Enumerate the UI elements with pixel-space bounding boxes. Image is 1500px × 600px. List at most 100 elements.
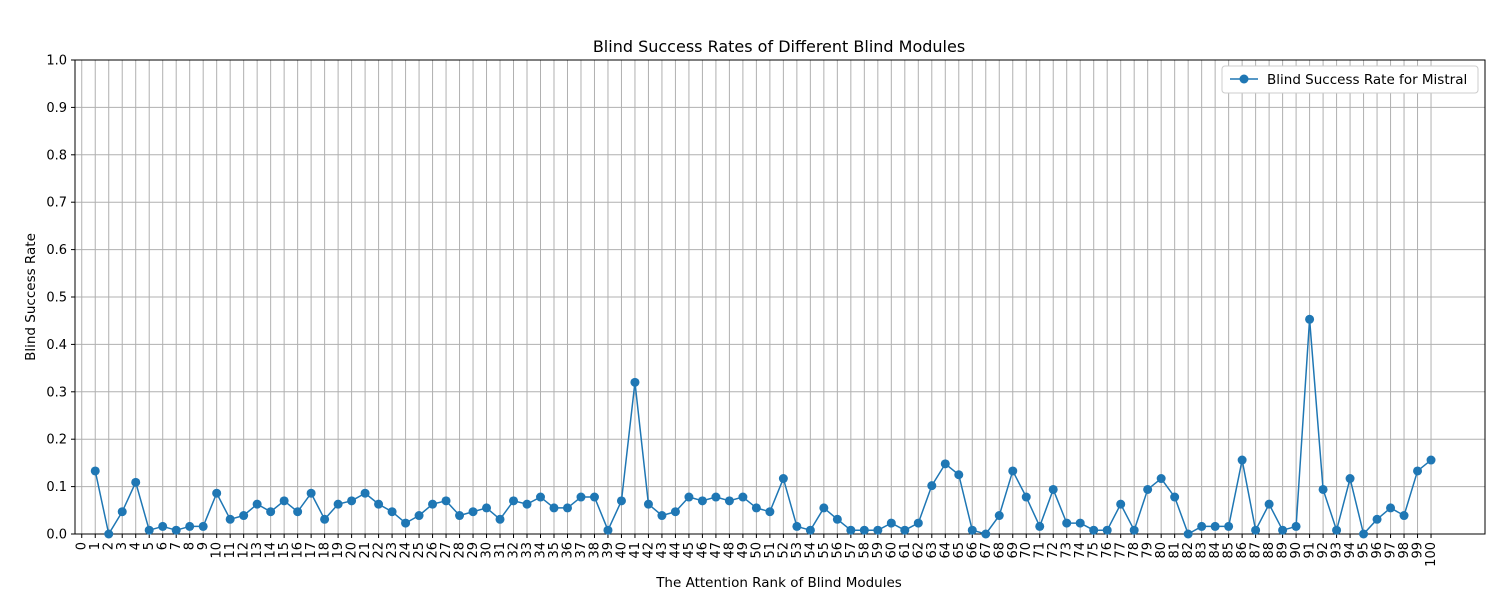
- data-point: [1021, 492, 1031, 502]
- x-tick-label: 36: [560, 542, 575, 559]
- y-tick-label: 0.2: [46, 433, 67, 448]
- x-tick-label: 59: [871, 542, 886, 559]
- x-tick-label: 43: [655, 542, 670, 559]
- x-tick-label: 18: [318, 542, 333, 559]
- data-point: [1048, 484, 1058, 494]
- x-tick-label: 30: [480, 542, 495, 559]
- y-tick-label: 0.1: [46, 480, 67, 495]
- data-point: [684, 492, 694, 502]
- data-point: [212, 488, 222, 498]
- x-tick-label: 84: [1208, 542, 1223, 559]
- data-point: [1386, 503, 1396, 513]
- x-tick-label: 17: [304, 542, 319, 559]
- x-tick-label: 4: [129, 542, 144, 550]
- x-tick-label: 22: [372, 542, 387, 559]
- data-point: [1170, 492, 1180, 502]
- x-tick-label: 66: [965, 542, 980, 559]
- x-tick-label: 20: [345, 542, 360, 559]
- x-tick-label: 72: [1046, 542, 1061, 559]
- x-tick-label: 47: [709, 542, 724, 559]
- y-tick-label: 0.8: [46, 148, 67, 163]
- x-tick-label: 51: [763, 542, 778, 559]
- x-tick-label: 11: [223, 542, 238, 559]
- x-tick-label: 96: [1370, 542, 1385, 559]
- x-tick-label: 12: [237, 542, 252, 559]
- data-point: [616, 496, 626, 506]
- data-point: [198, 521, 208, 531]
- data-point: [387, 507, 397, 517]
- data-point: [711, 492, 721, 502]
- data-point: [1372, 514, 1382, 524]
- x-tick-label: 39: [601, 542, 616, 559]
- x-tick-label: 76: [1100, 542, 1115, 559]
- data-point: [846, 525, 856, 535]
- y-tick-label: 0.7: [46, 196, 67, 211]
- x-tick-label: 48: [722, 542, 737, 559]
- data-point: [562, 503, 572, 513]
- x-tick-label: 37: [574, 542, 589, 559]
- data-point: [293, 507, 303, 517]
- data-point: [913, 518, 923, 528]
- data-point: [576, 492, 586, 502]
- data-point: [994, 511, 1004, 521]
- x-tick-label: 52: [776, 542, 791, 559]
- x-tick-label: 91: [1303, 542, 1318, 559]
- y-tick-label: 0.5: [46, 291, 67, 306]
- x-tick-label: 32: [507, 542, 522, 559]
- x-tick-label: 45: [682, 542, 697, 559]
- data-point: [347, 496, 357, 506]
- data-point: [1291, 521, 1301, 531]
- x-tick-label: 92: [1316, 542, 1331, 559]
- x-tick-label: 24: [399, 542, 414, 559]
- data-point: [670, 507, 680, 517]
- x-tick-label: 44: [668, 542, 683, 559]
- data-point: [1062, 518, 1072, 528]
- data-point: [603, 525, 613, 535]
- y-tick-label: 0.9: [46, 101, 67, 116]
- data-point: [441, 496, 451, 506]
- x-tick-label: 64: [938, 542, 953, 559]
- data-point: [239, 511, 249, 521]
- x-tick-label: 55: [817, 542, 832, 559]
- x-tick-label: 69: [1006, 542, 1021, 559]
- data-point: [252, 499, 262, 509]
- y-tick-label: 0.0: [46, 528, 67, 543]
- data-point: [1359, 529, 1369, 539]
- data-point: [320, 514, 330, 524]
- data-point: [778, 474, 788, 484]
- data-point: [333, 499, 343, 509]
- x-axis: 0123456789101112131415161718192021222324…: [75, 534, 1439, 567]
- data-point: [1237, 455, 1247, 465]
- x-tick-label: 56: [830, 542, 845, 559]
- data-point: [1102, 525, 1112, 535]
- y-tick-label: 0.3: [46, 385, 67, 400]
- data-point: [401, 518, 411, 528]
- x-tick-label: 9: [196, 542, 211, 550]
- x-tick-label: 73: [1060, 542, 1075, 559]
- data-point: [1156, 474, 1166, 484]
- data-point: [1264, 499, 1274, 509]
- x-tick-label: 60: [884, 542, 899, 559]
- x-tick-label: 28: [453, 542, 468, 559]
- x-tick-label: 81: [1168, 542, 1183, 559]
- y-tick-label: 0.6: [46, 243, 67, 258]
- data-point: [185, 521, 195, 531]
- data-point: [859, 525, 869, 535]
- data-point: [1116, 499, 1126, 509]
- data-point: [117, 507, 127, 517]
- x-tick-label: 1: [88, 542, 103, 550]
- x-tick-label: 29: [466, 542, 481, 559]
- data-point: [751, 503, 761, 513]
- x-tick-label: 67: [979, 542, 994, 559]
- x-tick-label: 85: [1222, 542, 1237, 559]
- data-point: [1143, 484, 1153, 494]
- series-layer: [90, 314, 1436, 539]
- data-point: [1305, 314, 1315, 324]
- data-point: [1413, 466, 1423, 476]
- x-tick-label: 57: [844, 542, 859, 559]
- x-tick-label: 90: [1289, 542, 1304, 559]
- data-point: [306, 488, 316, 498]
- x-tick-label: 71: [1033, 542, 1048, 559]
- x-tick-label: 33: [520, 542, 535, 559]
